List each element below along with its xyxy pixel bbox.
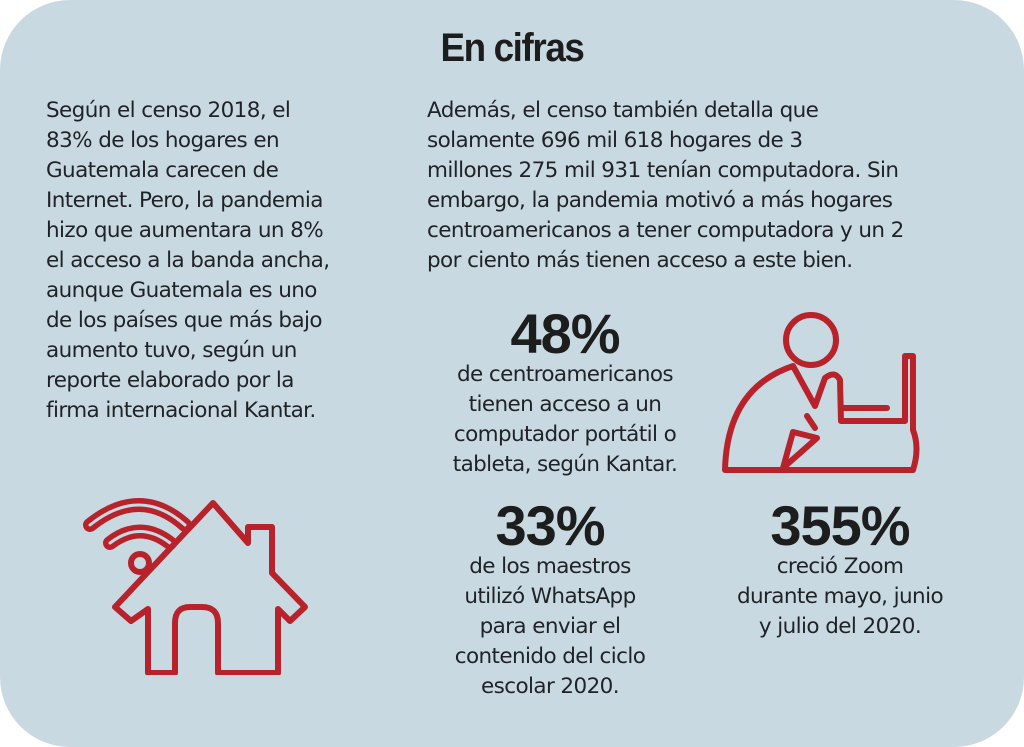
paragraph-line: hizo que aumentara un 8%: [46, 218, 324, 243]
stat-line: creció Zoom: [776, 554, 904, 579]
paragraph-line: Según el censo 2018, el: [46, 98, 291, 123]
paragraph-line: reporte elaborado por la: [46, 368, 294, 393]
stat-line: de los maestros: [469, 554, 631, 579]
stat-line: utilizó WhatsApp: [464, 584, 636, 609]
paragraph-line: Además, el censo también detalla que: [427, 98, 819, 123]
paragraph-line: Internet. Pero, la pandemia: [46, 188, 323, 213]
stat-description: creció Zoom durante mayo, junio y julio …: [700, 552, 980, 642]
house-wifi-icon: [83, 498, 308, 675]
stat-zoom-growth: 355% creció Zoom durante mayo, junio y j…: [700, 494, 980, 642]
stat-laptop-access: 48% de centroamericanos tienen acceso a …: [415, 302, 715, 480]
stat-value: 33%: [495, 494, 605, 557]
stat-line: de centroamericanos: [456, 362, 674, 387]
stat-line: escolar 2020.: [481, 674, 620, 699]
stat-description: de los maestros utilizó WhatsApp para en…: [415, 552, 685, 702]
paragraph-line: millones 275 mil 931 tenían computadora.…: [427, 158, 899, 183]
paragraph-line: embargo, la pandemia motivó a más hogare…: [427, 188, 893, 213]
stat-line: contenido del ciclo: [454, 644, 646, 669]
page-title: En cifras: [440, 26, 584, 70]
stat-line: tienen acceso a un: [468, 392, 662, 417]
stat-line: computador portátil o: [453, 422, 677, 447]
stat-whatsapp-teachers: 33% de los maestros utilizó WhatsApp par…: [415, 494, 685, 702]
stat-line: y julio del 2020.: [758, 614, 922, 639]
paragraph-line: Guatemala carecen de: [46, 158, 279, 183]
stat-description: de centroamericanos tienen acceso a un c…: [415, 360, 715, 480]
stat-value: 355%: [770, 494, 910, 557]
left-paragraph: Según el censo 2018, el 83% de los hogar…: [46, 96, 386, 426]
paragraph-line: 83% de los hogares en: [46, 128, 280, 153]
paragraph-line: centroamericanos a tener computadora y u…: [427, 218, 904, 243]
paragraph-line: por ciento más tienen acceso a este bien…: [427, 248, 853, 273]
stat-value: 48%: [510, 302, 620, 365]
stat-line: para enviar el: [479, 614, 621, 639]
paragraph-line: de los países que más bajo: [46, 308, 323, 333]
paragraph-line: firma internacional Kantar.: [46, 398, 316, 423]
person-laptop-icon: [722, 312, 920, 473]
paragraph-line: aumento tuvo, según un: [46, 338, 297, 363]
stat-line: tableta, según Kantar.: [452, 452, 678, 477]
paragraph-line: el acceso a la banda ancha,: [46, 248, 330, 273]
right-paragraph: Además, el censo también detalla que sol…: [427, 96, 987, 276]
stat-line: durante mayo, junio: [736, 584, 944, 609]
paragraph-line: aunque Guatemala es uno: [46, 278, 317, 303]
paragraph-line: solamente 696 mil 618 hogares de 3: [427, 128, 803, 153]
